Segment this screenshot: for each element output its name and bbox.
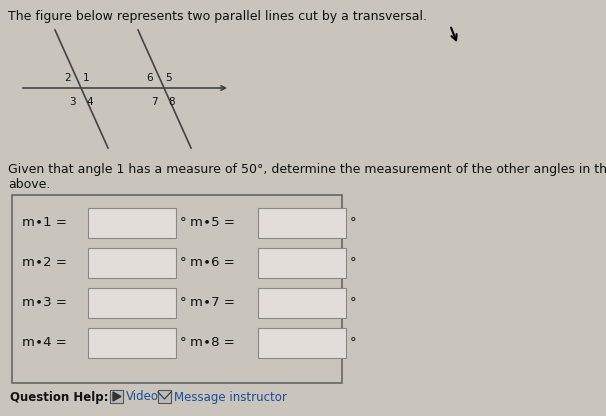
Text: m∙4 =: m∙4 =: [22, 337, 67, 349]
Bar: [110, 390, 123, 403]
Text: °: °: [350, 337, 356, 349]
Text: m∙6 =: m∙6 =: [190, 257, 235, 270]
Bar: [158, 390, 171, 403]
Bar: [258, 328, 346, 358]
Text: Given that angle 1 has a measure of 50°, determine the measurement of the other : Given that angle 1 has a measure of 50°,…: [8, 163, 606, 191]
Bar: [88, 328, 176, 358]
Text: Video: Video: [126, 391, 159, 404]
Text: °: °: [350, 216, 356, 230]
Text: 5: 5: [165, 73, 171, 83]
Text: m∙3 =: m∙3 =: [22, 297, 67, 310]
Bar: [88, 208, 176, 238]
Text: m∙8 =: m∙8 =: [190, 337, 235, 349]
Text: °: °: [180, 216, 187, 230]
Text: °: °: [350, 297, 356, 310]
Text: 7: 7: [151, 97, 158, 107]
Text: The figure below represents two parallel lines cut by a transversal.: The figure below represents two parallel…: [8, 10, 427, 23]
Polygon shape: [113, 392, 121, 401]
Text: 1: 1: [82, 73, 89, 83]
Text: m∙5 =: m∙5 =: [190, 216, 235, 230]
Text: 6: 6: [147, 73, 153, 83]
Text: 4: 4: [87, 97, 93, 107]
Text: Question Help:: Question Help:: [10, 391, 108, 404]
Text: 8: 8: [168, 97, 175, 107]
Bar: [88, 288, 176, 318]
Text: Message instructor: Message instructor: [174, 391, 287, 404]
Bar: [88, 248, 176, 278]
Bar: [258, 288, 346, 318]
Text: 2: 2: [65, 73, 72, 83]
Bar: [12, 195, 342, 383]
Text: °: °: [180, 337, 187, 349]
Text: °: °: [350, 257, 356, 270]
Bar: [258, 208, 346, 238]
Text: m∙2 =: m∙2 =: [22, 257, 67, 270]
Text: m∙7 =: m∙7 =: [190, 297, 235, 310]
Text: 3: 3: [68, 97, 75, 107]
Text: °: °: [180, 257, 187, 270]
Bar: [258, 248, 346, 278]
Text: °: °: [180, 297, 187, 310]
Text: m∙1 =: m∙1 =: [22, 216, 67, 230]
